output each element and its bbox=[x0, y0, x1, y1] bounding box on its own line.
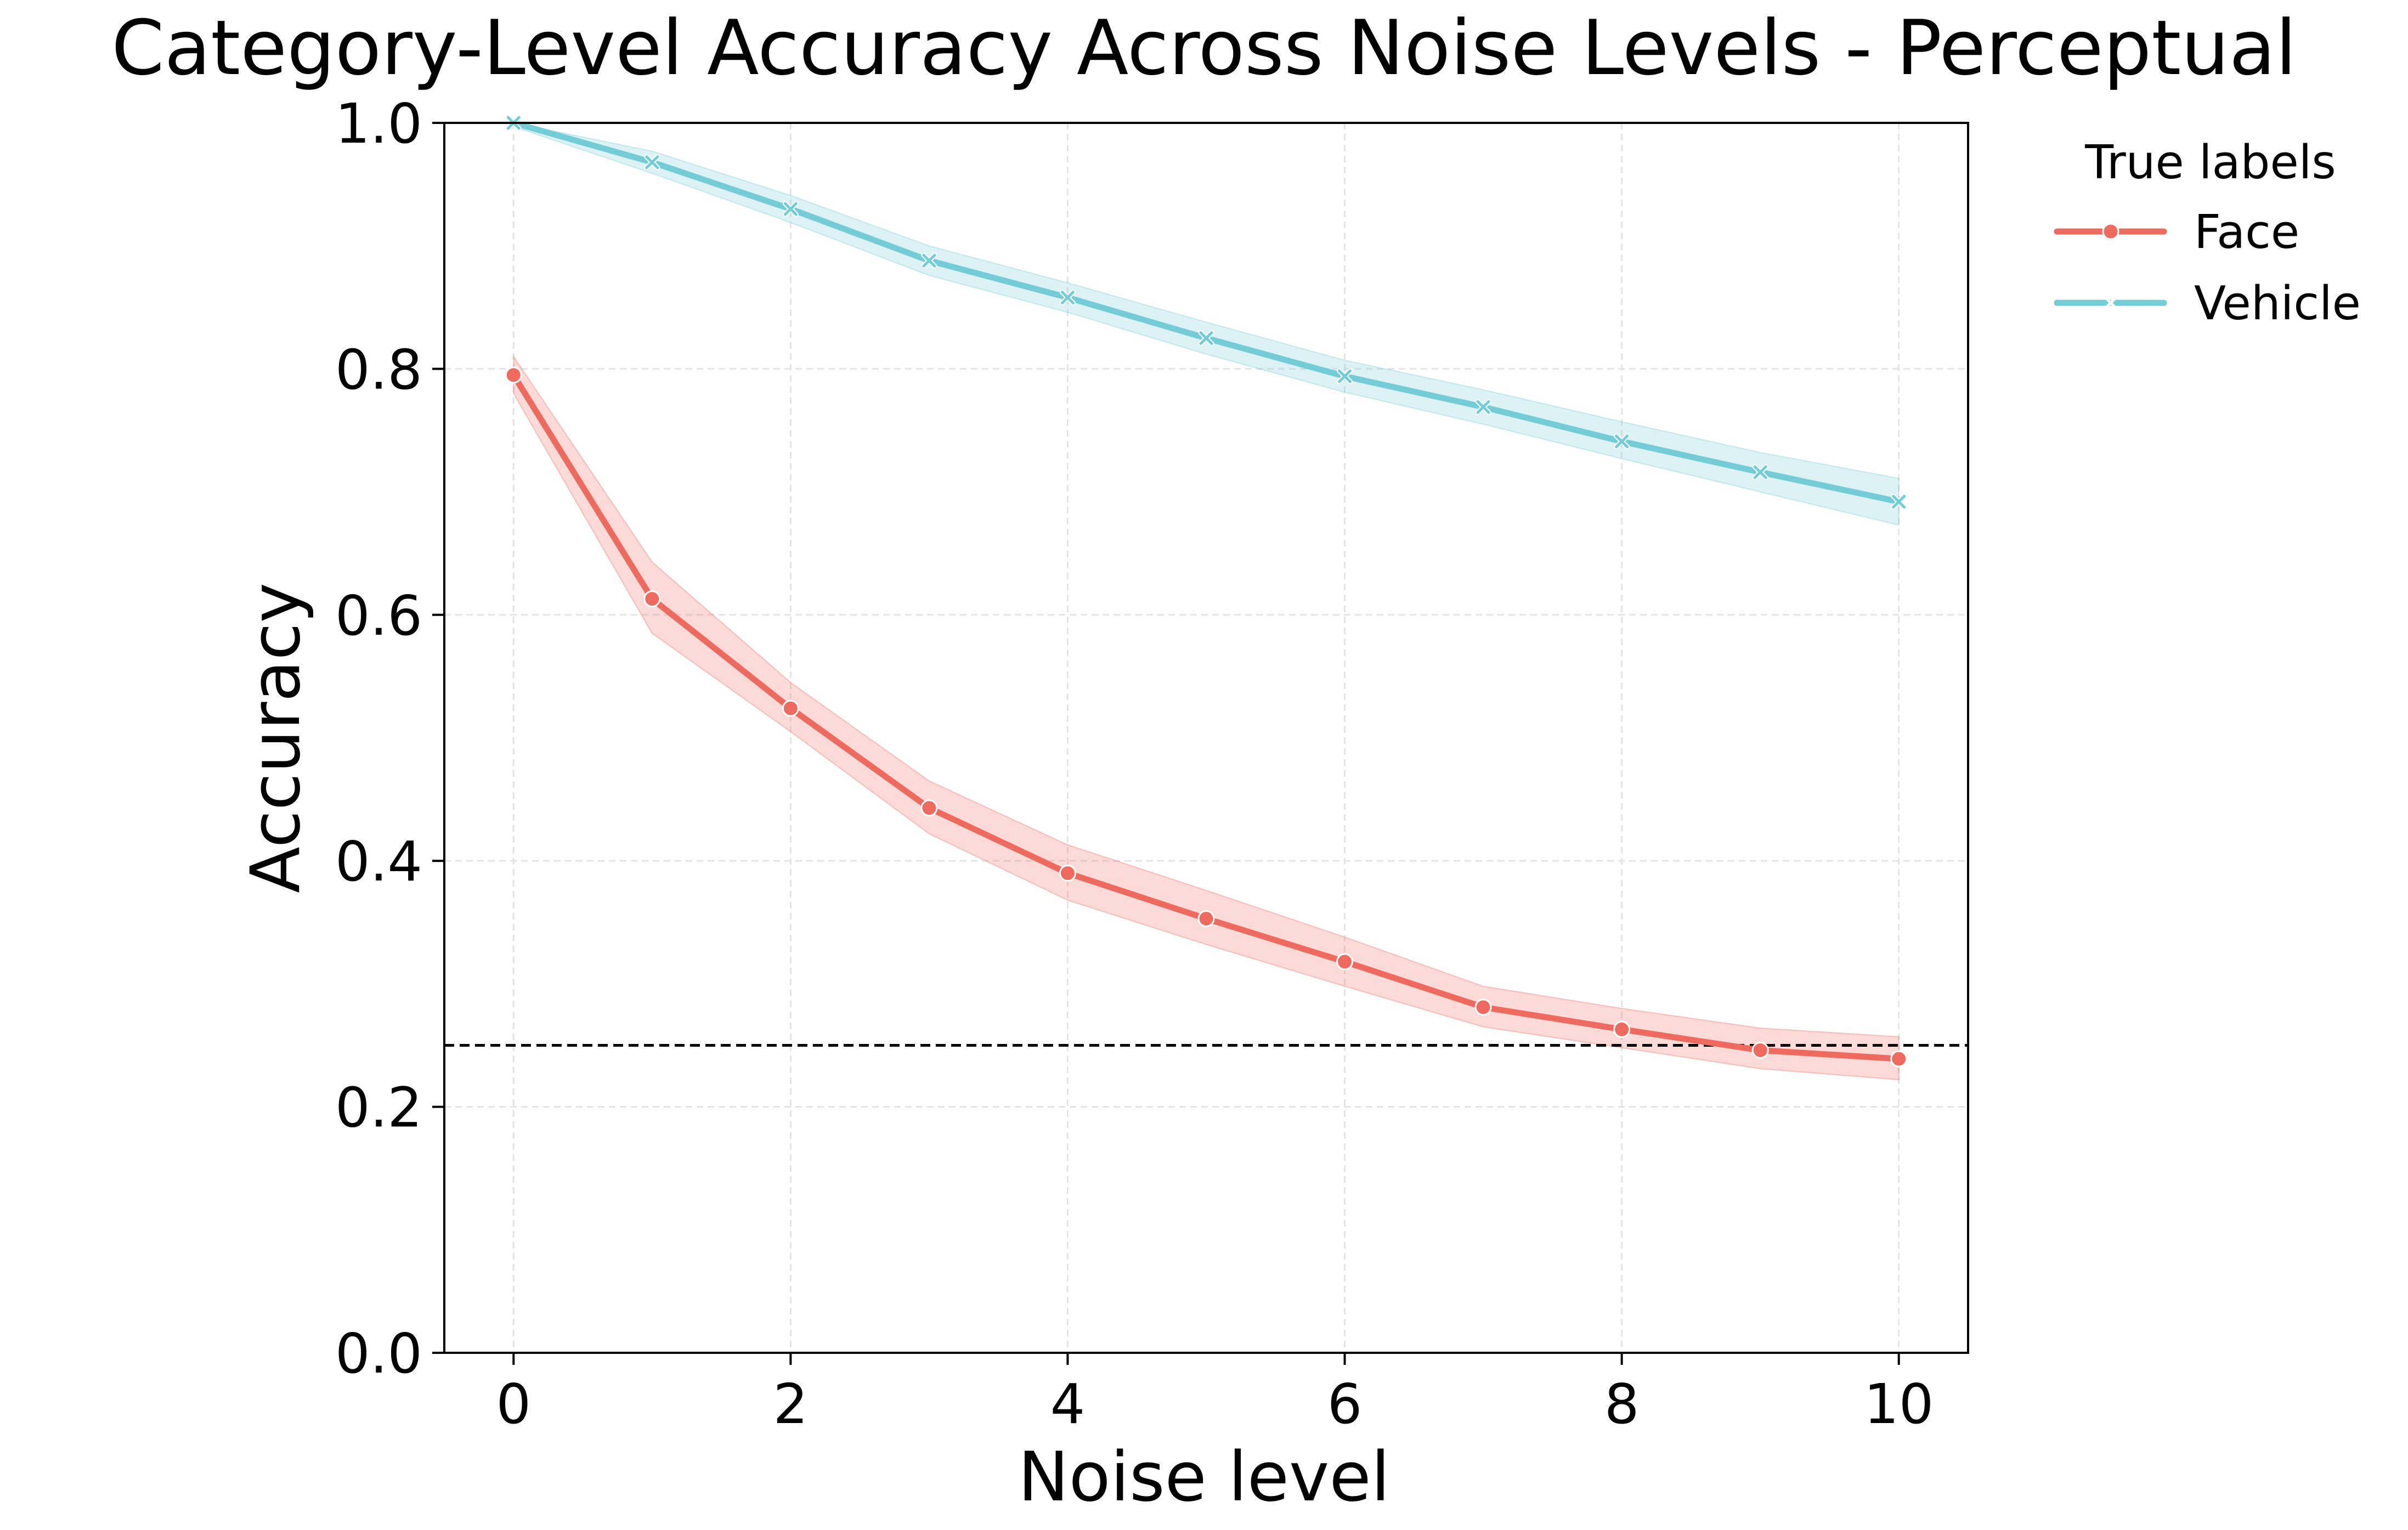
vehicle-point-6 bbox=[1337, 368, 1353, 385]
y-tick-label-1: 0.2 bbox=[335, 1076, 422, 1140]
vehicle-point-10 bbox=[1891, 494, 1907, 510]
face-point-6 bbox=[1336, 953, 1354, 970]
vehicle-point-1 bbox=[644, 154, 660, 171]
x-tick-label-0: 0 bbox=[496, 1372, 531, 1436]
legend-face-label: Face bbox=[2194, 205, 2299, 259]
vehicle-point-3 bbox=[921, 252, 937, 269]
plot-area-frame bbox=[443, 122, 1969, 1354]
chart-title: Category-Level Accuracy Across Noise Lev… bbox=[111, 4, 2297, 92]
x-axis-label: Noise level bbox=[1018, 1438, 1390, 1517]
vehicle-point-8 bbox=[1614, 433, 1630, 450]
x-tick-label-4: 8 bbox=[1604, 1372, 1640, 1436]
y-tick-label-5: 1.0 bbox=[335, 92, 422, 156]
x-tick-label-3: 6 bbox=[1327, 1372, 1363, 1436]
legend-vehicle-marker bbox=[2104, 296, 2118, 310]
y-tick-label-4: 0.8 bbox=[335, 337, 422, 402]
y-tick-label-0: 0.0 bbox=[335, 1322, 422, 1386]
face-point-7 bbox=[1474, 998, 1492, 1016]
face-point-9 bbox=[1751, 1041, 1769, 1059]
face-point-2 bbox=[782, 699, 799, 717]
legend-face-marker bbox=[2102, 223, 2119, 240]
legend: True labels Face Vehicle bbox=[2054, 136, 2361, 331]
y-axis-label: Accuracy bbox=[236, 583, 315, 893]
y-tick-label-3: 0.6 bbox=[335, 584, 422, 648]
vehicle-point-2 bbox=[782, 201, 799, 217]
face-point-5 bbox=[1197, 910, 1215, 928]
x-tick-label-2: 4 bbox=[1050, 1372, 1086, 1436]
face-point-8 bbox=[1613, 1020, 1631, 1038]
legend-title: True labels bbox=[2084, 136, 2336, 190]
y-tick-label-2: 0.4 bbox=[335, 829, 422, 894]
x-tick-label-1: 2 bbox=[773, 1372, 809, 1436]
legend-vehicle-label: Vehicle bbox=[2194, 276, 2361, 331]
vehicle-point-9 bbox=[1752, 464, 1768, 481]
vehicle-point-7 bbox=[1475, 399, 1491, 415]
vehicle-point-5 bbox=[1198, 330, 1214, 346]
series-markers bbox=[505, 115, 1908, 1068]
face-confidence-band bbox=[513, 354, 1900, 1081]
face-point-1 bbox=[643, 590, 661, 608]
x-tick-label-5: 10 bbox=[1864, 1372, 1934, 1436]
axes: 0 2 4 6 8 10 0.0 0.2 0.4 0.6 0.8 1.0 bbox=[335, 92, 1934, 1436]
face-point-4 bbox=[1059, 865, 1076, 882]
face-point-0 bbox=[505, 366, 522, 384]
vehicle-point-4 bbox=[1059, 289, 1076, 306]
face-point-10 bbox=[1890, 1050, 1908, 1068]
face-point-3 bbox=[920, 799, 938, 817]
